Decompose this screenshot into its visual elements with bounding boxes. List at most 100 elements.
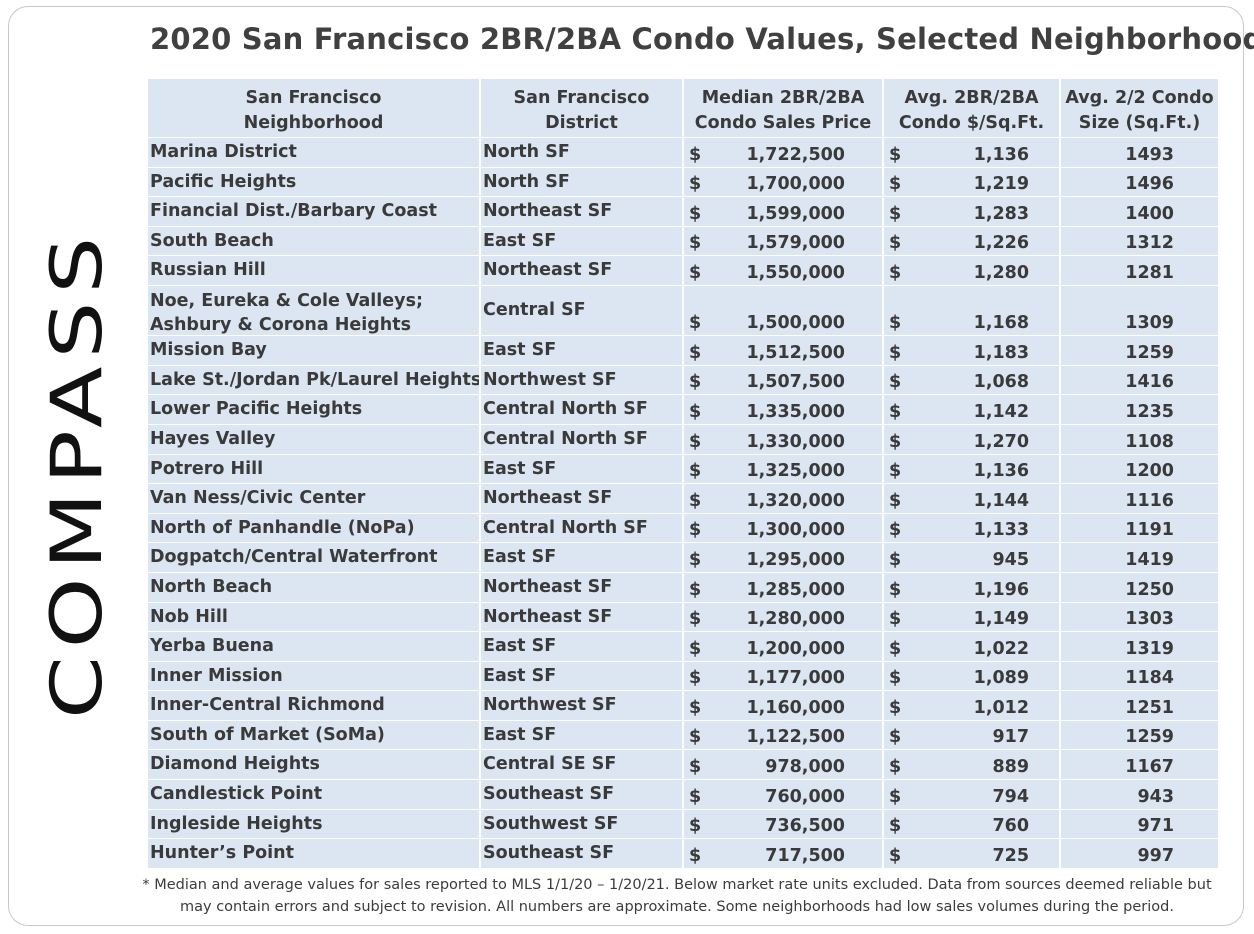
median-price-value: 1,512,500 xyxy=(746,342,845,363)
median-price-value-cell: $1,177,000 xyxy=(684,661,884,691)
price-per-sqft-value-cell: $725 xyxy=(884,839,1061,868)
table-row: North of Panhandle (NoPa) Central North S… xyxy=(148,513,1218,544)
table-row: South of Market (SoMa) East SF $1,122,500 $… xyxy=(148,720,1218,751)
size-sqft-value-cell: 1312 xyxy=(1061,227,1218,256)
size-sqft-value: 1251 xyxy=(1125,697,1174,718)
price-per-sqft-value-cell: $945 xyxy=(884,543,1061,572)
neighborhood-name-cell: Dogpatch/Central Waterfront xyxy=(148,543,481,572)
size-sqft-value-cell: 943 xyxy=(1061,780,1218,809)
neighborhood-name: North of Panhandle (NoPa) xyxy=(150,517,415,538)
table-row: Yerba Buena East SF $1,200,000 $1,022 1319 xyxy=(148,632,1218,662)
median-price-value-cell: $1,700,000 xyxy=(684,167,884,197)
neighborhood-name-cell: Van Ness/Civic Center xyxy=(148,484,481,513)
district-name-cell: East SF xyxy=(481,543,684,572)
currency-symbol: $ xyxy=(889,697,902,718)
median-price-value-cell: $1,512,500 xyxy=(684,336,884,365)
header-median-price-label: Median 2BR/2BA Condo Sales Price xyxy=(694,88,872,133)
size-sqft-value: 1259 xyxy=(1125,342,1174,363)
median-price-value-cell: $1,200,000 xyxy=(684,632,884,661)
median-price-value: 1,599,000 xyxy=(746,203,845,224)
price-per-sqft-value-cell: $760 xyxy=(884,809,1061,839)
neighborhood-name: Russian Hill xyxy=(150,260,266,281)
median-price-value-cell: $1,330,000 xyxy=(684,424,884,454)
price-per-sqft-value: 1,280 xyxy=(973,262,1029,283)
size-sqft-value-cell: 971 xyxy=(1061,810,1218,839)
currency-symbol: $ xyxy=(689,313,702,334)
neighborhood-name: Financial Dist./Barbary Coast xyxy=(150,201,437,222)
median-price-value-cell: $760,000 xyxy=(684,780,884,809)
neighborhood-name-cell: Inner-Central Richmond xyxy=(148,691,481,720)
size-sqft-value: 1496 xyxy=(1125,174,1174,195)
price-per-sqft-value: 1,196 xyxy=(973,579,1029,600)
table-row: Inner Mission East SF $1,177,000 $1,089 1184 xyxy=(148,661,1218,692)
median-price-value: 1,335,000 xyxy=(746,401,845,422)
district-name: Central SE SF xyxy=(483,754,617,775)
size-sqft-value-cell: 1259 xyxy=(1061,336,1218,365)
neighborhood-name: Marina District xyxy=(150,142,297,162)
size-sqft-value: 1235 xyxy=(1125,401,1174,422)
median-price-value-cell: $978,000 xyxy=(684,750,884,780)
size-sqft-value-cell: 1496 xyxy=(1061,168,1218,197)
district-name-cell: East SF xyxy=(481,226,684,256)
district-name-cell: Central North SF xyxy=(481,424,684,454)
district-name-cell: North SF xyxy=(481,138,684,167)
condo-values-table: San Francisco Neighborhood San Francisco… xyxy=(148,79,1218,869)
neighborhood-name-cell: North Beach xyxy=(148,572,481,602)
district-name-cell: East SF xyxy=(481,454,684,484)
currency-symbol: $ xyxy=(689,203,702,224)
size-sqft-value-cell: 1319 xyxy=(1061,632,1218,661)
size-sqft-value-cell: 1259 xyxy=(1061,721,1218,750)
price-per-sqft-value: 1,136 xyxy=(973,144,1029,165)
currency-symbol: $ xyxy=(689,233,702,254)
currency-symbol: $ xyxy=(889,845,902,866)
size-sqft-value: 1319 xyxy=(1125,638,1174,659)
currency-symbol: $ xyxy=(689,520,702,541)
neighborhood-name: Candlestick Point xyxy=(150,784,323,805)
median-price-value: 1,700,000 xyxy=(746,174,845,195)
district-name: Southeast SF xyxy=(483,843,615,864)
currency-symbol: $ xyxy=(889,727,902,748)
median-price-value: 1,160,000 xyxy=(746,697,845,718)
median-price-value-cell: $1,285,000 xyxy=(684,572,884,602)
price-per-sqft-value: 917 xyxy=(992,727,1029,748)
size-sqft-value-cell: 1281 xyxy=(1061,256,1218,285)
neighborhood-name: Hayes Valley xyxy=(150,428,276,449)
median-price-value: 736,500 xyxy=(765,816,845,837)
currency-symbol: $ xyxy=(689,144,702,165)
price-per-sqft-value-cell: $1,136 xyxy=(884,454,1061,484)
median-price-value-cell: $717,500 xyxy=(684,839,884,868)
median-price-value: 1,507,500 xyxy=(746,372,845,393)
median-price-value: 1,285,000 xyxy=(746,579,845,600)
table-row: Financial Dist./Barbary Coast Northeast S… xyxy=(148,197,1218,227)
currency-symbol: $ xyxy=(689,727,702,748)
size-sqft-value: 1400 xyxy=(1125,203,1174,224)
median-price-value-cell: $736,500 xyxy=(684,809,884,839)
neighborhood-name: Hunter’s Point xyxy=(150,843,294,864)
price-per-sqft-value: 1,226 xyxy=(973,233,1029,254)
size-sqft-value-cell: 1200 xyxy=(1061,455,1218,484)
currency-symbol: $ xyxy=(889,609,902,630)
district-name: Northeast SF xyxy=(483,606,613,627)
currency-symbol: $ xyxy=(889,816,902,837)
currency-symbol: $ xyxy=(889,174,902,195)
district-name-cell: Northwest SF xyxy=(481,365,684,395)
size-sqft-value-cell: 1191 xyxy=(1061,514,1218,543)
size-sqft-value: 1116 xyxy=(1125,490,1174,511)
currency-symbol: $ xyxy=(689,342,702,363)
district-name: East SF xyxy=(483,230,557,251)
size-sqft-value: 1312 xyxy=(1125,233,1174,254)
neighborhood-name: Diamond Heights xyxy=(150,754,320,775)
neighborhood-name: South of Market (SoMa) xyxy=(150,724,385,745)
neighborhood-name: Inner Mission xyxy=(150,665,283,686)
median-price-value-cell: $1,335,000 xyxy=(684,395,884,424)
neighborhood-name-cell: South of Market (SoMa) xyxy=(148,720,481,750)
currency-symbol: $ xyxy=(889,461,902,482)
neighborhood-name-cell: Financial Dist./Barbary Coast xyxy=(148,197,481,226)
price-per-sqft-value: 1,068 xyxy=(973,372,1029,393)
median-price-value: 717,500 xyxy=(765,845,845,866)
district-name-cell: Central North SF xyxy=(481,513,684,543)
price-per-sqft-value: 1,022 xyxy=(973,638,1029,659)
currency-symbol: $ xyxy=(689,845,702,866)
size-sqft-value-cell: 997 xyxy=(1061,839,1218,868)
neighborhood-name-cell: Pacific Heights xyxy=(148,167,481,197)
